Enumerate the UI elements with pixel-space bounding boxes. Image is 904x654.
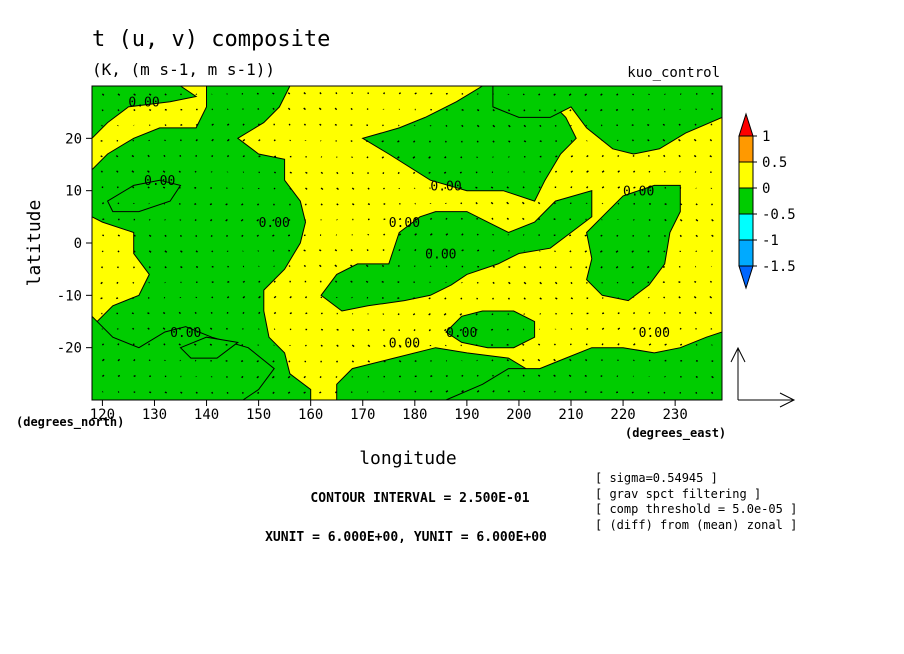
- region-island-west: [106, 179, 182, 213]
- colorbar-level-2: 0: [762, 181, 770, 197]
- colorbar-level-1: 0.5: [762, 155, 787, 171]
- region-island-south-west: [179, 336, 240, 359]
- x-tick-label-120: 120: [90, 407, 115, 423]
- negative-regions: [92, 86, 722, 400]
- colorbar: 1 0.5 0 -0.5 -1 -1.5: [738, 112, 796, 290]
- contour-label-9: 0.00: [446, 326, 477, 341]
- colorbar-band-1: [738, 161, 754, 189]
- region-central-blob: [320, 190, 593, 312]
- region-north-east: [492, 86, 722, 155]
- chart-title: t (u, v) composite: [92, 27, 330, 52]
- y-tick-label-0: 0: [74, 236, 82, 252]
- contour-label-8: 0.00: [389, 336, 420, 351]
- colorbar-band-2: [738, 187, 754, 215]
- contour-label-4: 0.00: [430, 179, 461, 194]
- region-south-east-oval: [445, 310, 536, 349]
- colorbar-level-3: -0.5: [762, 207, 796, 223]
- contour-label-2: 0.00: [259, 216, 290, 231]
- x-tick-label-150: 150: [246, 407, 271, 423]
- colorbar-level-5: -1.5: [762, 259, 796, 275]
- reference-vector: [730, 346, 796, 408]
- wind-vectors: [100, 92, 714, 395]
- contour-labels: 0.00 0.00 0.00 0.00 0.00 0.00 0.00 0.00 0.00 0.00…: [128, 96, 670, 352]
- y-tick-label--20: -20: [57, 341, 82, 357]
- region-east-blob: [586, 184, 681, 302]
- x-tick-label-130: 130: [142, 407, 167, 423]
- x-tick-label-190: 190: [454, 407, 479, 423]
- x-axis: 120 130 140 150 160 170 180 190 200 210 220 230: [90, 400, 688, 423]
- x-tick-label-170: 170: [350, 407, 375, 423]
- plot-area: 0.00 0.00 0.00 0.00 0.00 0.00 0.00 0.00 0.00 0.00…: [91, 85, 723, 401]
- x-axis-label: longitude: [359, 448, 457, 469]
- colorbar-bottom-arrow: [738, 265, 754, 290]
- colorbar-level-0: 1: [762, 129, 770, 145]
- contour-label-6: 0.00: [425, 247, 456, 262]
- colorbar-top-arrow: [738, 112, 754, 137]
- note-sigma: [ sigma=0.54945 ]: [595, 471, 718, 485]
- contour-label-1: 0.00: [144, 174, 175, 189]
- contour-label-0: 0.00: [128, 96, 159, 111]
- colorbar-band-0: [738, 135, 754, 163]
- contour-label-5: 0.00: [389, 216, 420, 231]
- note-filtering: [ grav spct filtering ]: [595, 487, 761, 501]
- contour-label-10: 0.00: [639, 326, 670, 341]
- y-tick-label-20: 20: [65, 131, 82, 147]
- colorbar-band-3: [738, 213, 754, 241]
- region-west-band: [92, 86, 312, 400]
- x-tick-label-180: 180: [402, 407, 427, 423]
- contour-label-3: 0.00: [170, 326, 201, 341]
- x-tick-label-140: 140: [194, 407, 219, 423]
- y-tick-label--10: -10: [57, 288, 82, 304]
- x-tick-label-230: 230: [662, 407, 687, 423]
- vector-field: [100, 92, 714, 395]
- y-axis: -20 -10 0 10 20: [57, 131, 92, 357]
- colorbar-level-4: -1: [762, 233, 779, 249]
- contour-label-7: 0.00: [623, 185, 654, 200]
- y-units-label: (degrees_north): [16, 415, 124, 430]
- xyunit-text: XUNIT = 6.000E+00, YUNIT = 6.000E+00: [265, 530, 547, 545]
- region-south-east: [445, 331, 722, 400]
- x-tick-label-210: 210: [558, 407, 583, 423]
- note-diff: [ (diff) from (mean) zonal ]: [595, 518, 797, 532]
- contour-interval-text: CONTOUR INTERVAL = 2.500E-01: [310, 491, 529, 506]
- y-tick-label-10: 10: [65, 184, 82, 200]
- x-tick-label-160: 160: [298, 407, 323, 423]
- x-tick-label-220: 220: [610, 407, 635, 423]
- colorbar-band-4: [738, 239, 754, 267]
- x-tick-label-200: 200: [506, 407, 531, 423]
- chart-subtitle: (K, (m s-1, m s-1)): [92, 60, 275, 79]
- y-axis-label: latitude: [24, 200, 45, 287]
- note-threshold: [ comp threshold = 5.0e-05 ]: [595, 502, 797, 516]
- region-patch-nw: [92, 86, 198, 140]
- run-label: kuo_control: [627, 65, 720, 81]
- x-units-label: (degrees_east): [625, 426, 726, 441]
